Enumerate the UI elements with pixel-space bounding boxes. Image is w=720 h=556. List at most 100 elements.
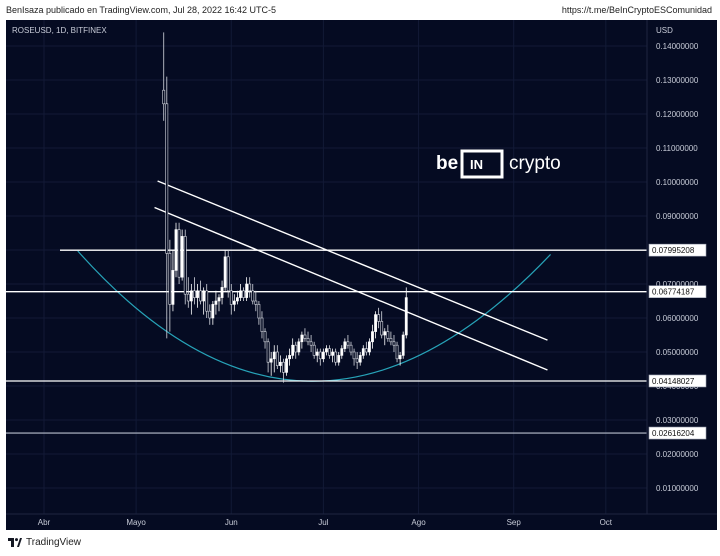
- candle: [275, 345, 279, 369]
- candle-body: [318, 351, 322, 360]
- candle: [325, 345, 328, 356]
- candle-body: [202, 290, 206, 302]
- symbol-label: ROSEUSD, 1D, BITFINEX: [12, 26, 107, 35]
- candle-body: [346, 341, 350, 346]
- candle: [312, 341, 316, 359]
- candle: [309, 335, 313, 352]
- price-tick-label: 0.07000000: [656, 280, 699, 289]
- tradingview-logo-icon: [8, 537, 22, 547]
- candle-body: [401, 334, 405, 356]
- candle-body: [282, 361, 285, 373]
- candle: [303, 328, 307, 342]
- candle-body: [275, 351, 279, 366]
- candle-body: [242, 290, 245, 298]
- candle: [315, 348, 319, 363]
- candle: [248, 277, 252, 298]
- price-tick-label: 0.10000000: [656, 178, 699, 187]
- candle: [328, 345, 331, 359]
- candle: [254, 290, 258, 312]
- rounding-bottom-arc: [77, 250, 551, 382]
- candle-body: [288, 355, 292, 360]
- price-tick-label: 0.13000000: [656, 76, 699, 85]
- candle-body: [331, 351, 334, 356]
- month-tick-label: Oct: [600, 518, 613, 527]
- price-tick-label: 0.06000000: [656, 314, 699, 323]
- candle-body: [248, 283, 252, 292]
- month-tick-label: Mayo: [126, 518, 146, 527]
- watermark-bracket: [460, 149, 504, 179]
- candle: [260, 311, 264, 339]
- price-level-badge-label: 0.02616204: [652, 429, 695, 438]
- time-axis: Abr Mayo Jun Jul Ago Sep Oct: [38, 518, 613, 527]
- candle: [361, 345, 365, 359]
- candle-body: [168, 253, 172, 305]
- candle-body: [186, 293, 190, 302]
- price-axis: 0.14000000 0.13000000 0.12000000 0.11000000…: [656, 42, 699, 493]
- candle-body: [404, 297, 408, 336]
- descending-trendline: [154, 206, 548, 371]
- candle: [165, 76, 169, 339]
- candle: [404, 287, 408, 339]
- price-level-badge-label: 0.06774187: [652, 288, 695, 297]
- candle-body: [386, 331, 390, 339]
- candle: [168, 239, 172, 332]
- candle: [183, 229, 187, 305]
- price-level-badge: [648, 374, 707, 388]
- community-link[interactable]: https://t.me/BeInCryptoESComunidad: [561, 5, 712, 15]
- candle: [300, 331, 304, 349]
- candle: [196, 284, 199, 308]
- candle-body: [303, 334, 307, 339]
- candle: [306, 331, 310, 346]
- price-tick-label: 0.12000000: [656, 110, 699, 119]
- candle-body: [325, 348, 328, 353]
- price-badges: 0.07995208 0.06774187 0.04148027 0.02616204: [648, 243, 707, 440]
- candle: [352, 348, 356, 366]
- candle: [383, 328, 387, 346]
- candle: [392, 335, 396, 352]
- candle-body: [254, 300, 258, 305]
- candle: [211, 301, 215, 325]
- candle-body: [263, 331, 267, 343]
- descending-trendline: [157, 180, 548, 341]
- candle-body: [236, 297, 239, 302]
- candle-body: [306, 338, 310, 343]
- candle: [162, 32, 166, 121]
- candle: [242, 287, 245, 301]
- candle-body: [180, 236, 184, 278]
- candle-body: [340, 348, 344, 356]
- candle: [199, 280, 202, 305]
- price-tick-label: 0.14000000: [656, 42, 699, 51]
- price-level-badge: [648, 426, 707, 440]
- candle-body: [358, 355, 362, 363]
- candle-body: [220, 287, 224, 298]
- candle-body: [229, 290, 233, 305]
- candle: [377, 307, 381, 329]
- candle: [288, 348, 292, 366]
- candle-body: [171, 270, 175, 305]
- candle-body: [395, 344, 399, 360]
- candle-layer: [162, 32, 408, 383]
- tradingview-wordmark: TradingView: [26, 537, 82, 548]
- watermark-crypto: crypto: [509, 153, 561, 174]
- candle-body: [364, 348, 368, 353]
- currency-label: USD: [656, 26, 673, 35]
- candle-body: [383, 331, 387, 336]
- candle: [349, 341, 353, 356]
- beincrypto-watermark: be IN crypto: [436, 149, 561, 179]
- price-tick-label: 0.11000000: [656, 144, 698, 153]
- top-bar: BenIsaza publicado en TradingView.com, J…: [0, 0, 720, 20]
- candle: [340, 345, 344, 359]
- candle-body: [239, 290, 242, 298]
- candle-body: [245, 283, 249, 298]
- price-tick-label: 0.09000000: [656, 212, 699, 221]
- price-tick-label: 0.05000000: [656, 348, 699, 357]
- candle: [386, 324, 390, 342]
- candle: [389, 331, 393, 346]
- candle: [282, 358, 285, 383]
- candle-body: [174, 229, 178, 271]
- price-level-badge-label: 0.04148027: [652, 377, 695, 386]
- candle: [278, 355, 282, 373]
- arc-layer: [77, 250, 551, 382]
- candle-body: [189, 290, 193, 302]
- candle-body: [165, 103, 169, 254]
